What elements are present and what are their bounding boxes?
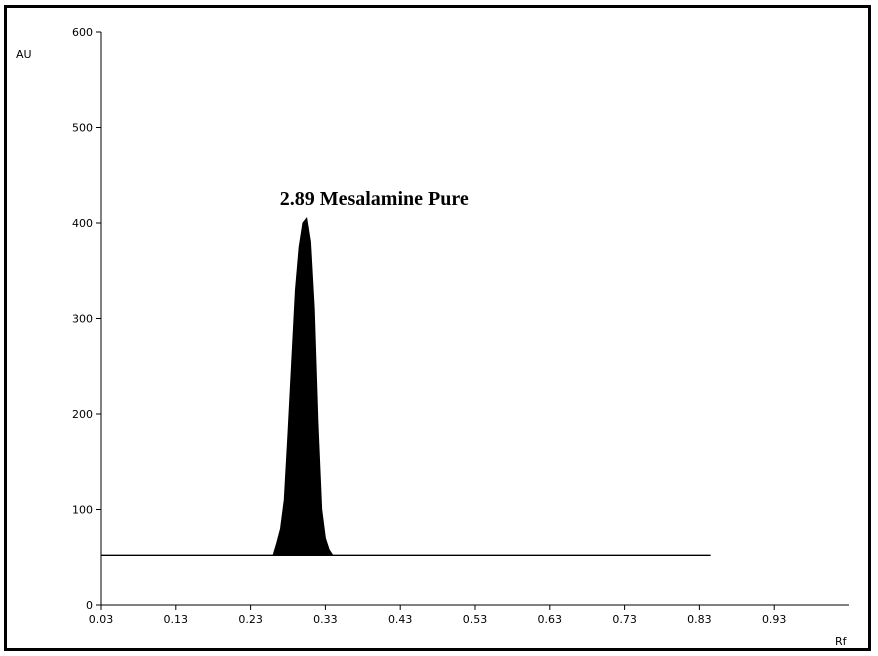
y-tick-label: 400 (72, 217, 93, 230)
peak-annotation: 2.89 Mesalamine Pure (280, 188, 469, 210)
x-tick-label: 0.83 (687, 613, 712, 626)
y-tick-label: 100 (72, 504, 93, 517)
x-tick-label: 0.63 (538, 613, 563, 626)
y-tick-label: 200 (72, 408, 93, 421)
series-layer (101, 217, 711, 557)
y-tick-label: 300 (72, 313, 93, 326)
y-tick-label: 0 (86, 599, 93, 612)
y-tick-label: 500 (72, 122, 93, 135)
y-axis-label: AU (16, 48, 32, 61)
x-axis-label: Rf (835, 635, 848, 648)
mesalamine-peak (272, 217, 334, 556)
y-tick-label: 600 (72, 26, 93, 39)
x-tick-label: 0.03 (89, 613, 114, 626)
x-tick-label: 0.43 (388, 613, 413, 626)
annotation-layer: 2.89 Mesalamine Pure (280, 188, 469, 210)
x-tick-label: 0.13 (164, 613, 189, 626)
y-ticks: 0 100 200 300 400 500 600 (72, 26, 101, 612)
x-ticks: 0.03 0.13 0.23 0.33 0.43 0.53 0.63 0.73 0.83 0.93 (89, 605, 787, 626)
x-tick-label: 0.93 (762, 613, 787, 626)
chart-frame (4, 5, 871, 651)
x-tick-label: 0.23 (238, 613, 263, 626)
x-tick-label: 0.73 (612, 613, 637, 626)
x-tick-label: 0.53 (463, 613, 488, 626)
x-tick-label: 0.33 (313, 613, 338, 626)
